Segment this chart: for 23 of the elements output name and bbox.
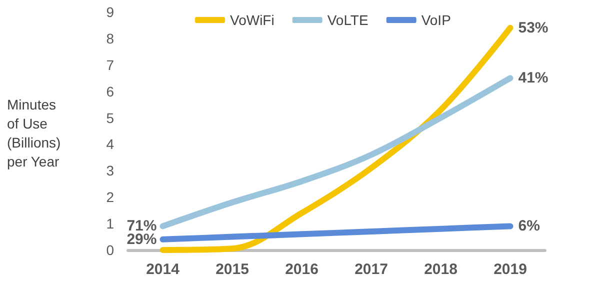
y-tick-label: 9 <box>106 4 114 20</box>
y-tick-label: 0 <box>106 242 114 258</box>
y-tick-label: 5 <box>106 110 114 126</box>
x-tick-label: 2018 <box>424 261 458 278</box>
y-tick-label: 3 <box>106 162 114 179</box>
x-tick-label: 2017 <box>354 261 388 278</box>
y-tick-label: 7 <box>106 56 114 73</box>
x-tick-label: 2015 <box>216 261 249 278</box>
legend-label: VoWiFi <box>230 12 274 28</box>
y-tick-label: 2 <box>106 189 114 206</box>
y-tick-label: 1 <box>106 216 114 232</box>
legend-label: VoLTE <box>327 12 368 28</box>
y-tick-label: 4 <box>106 136 114 152</box>
x-tick-label: 2019 <box>494 261 527 278</box>
annotation: 6% <box>518 218 540 235</box>
annotation: 53% <box>518 19 548 36</box>
legend-label: VoIP <box>421 12 451 28</box>
y-tick-label: 8 <box>106 30 114 46</box>
annotation: 41% <box>518 70 548 87</box>
x-tick-label: 2014 <box>146 261 180 278</box>
x-tick-label: 2016 <box>285 261 318 278</box>
y-tick-label: 6 <box>106 83 114 100</box>
y-axis-title: Minutes of Use (Billions) per Year <box>7 96 61 170</box>
